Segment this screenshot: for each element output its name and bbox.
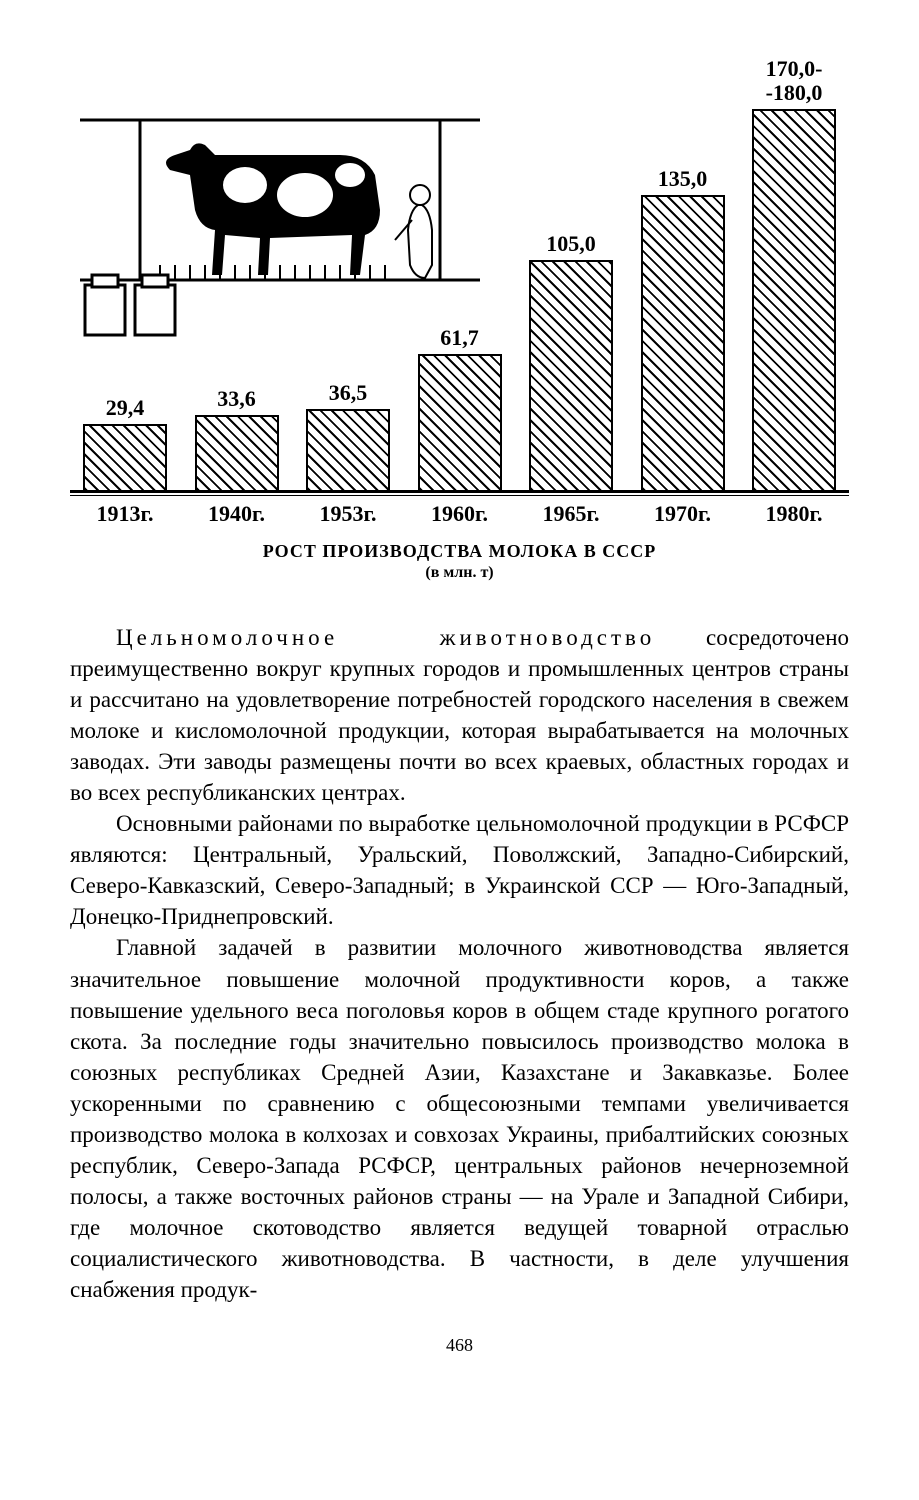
bar [418, 354, 502, 490]
chart-container: 29,4 33,6 36,5 61,7 105,0 135,0 170,0--180,0 1… [70, 60, 849, 582]
bar [306, 409, 390, 490]
page: 29,4 33,6 36,5 61,7 105,0 135,0 170,0--180,0 1… [0, 0, 919, 1396]
lead-word-2: животноводство [440, 625, 656, 650]
bar [195, 415, 279, 490]
paragraph-2: Основными районами по выработке цельномо… [70, 808, 849, 932]
bar-value-label: 61,7 [440, 326, 479, 350]
bar-value-label: 36,5 [329, 381, 368, 405]
bar-group: 36,5 [303, 381, 393, 490]
p1-rest: сосредоточено преимущественно вокруг кру… [70, 625, 849, 805]
paragraph-1: Цельномолочное животноводство сосредоточ… [70, 622, 849, 808]
chart-subtitle: (в млн. т) [70, 564, 849, 582]
bar [529, 260, 613, 490]
x-axis-label: 1970г. [638, 501, 728, 527]
paragraph-3: Главной задачей в развитии молочного жив… [70, 932, 849, 1305]
bar-value-label: 29,4 [106, 396, 145, 420]
bar-value-label: 170,0--180,0 [766, 57, 823, 105]
x-axis-label: 1940г. [192, 501, 282, 527]
bar-value-label: 105,0 [546, 232, 596, 256]
x-axis-label: 1913г. [80, 501, 170, 527]
x-axis-label: 1965г. [526, 501, 616, 527]
bar [752, 109, 836, 490]
bar-group: 105,0 [526, 232, 616, 490]
bar-group: 135,0 [638, 167, 728, 490]
bar-group: 61,7 [415, 326, 505, 490]
body-text: Цельномолочное животноводство сосредоточ… [70, 622, 849, 1305]
lead-word-1: Цельномолочное [116, 625, 338, 650]
bar-group: 33,6 [192, 387, 282, 490]
bar [641, 195, 725, 490]
milk-production-chart: 29,4 33,6 36,5 61,7 105,0 135,0 170,0--180,0 [70, 60, 849, 493]
chart-title: РОСТ ПРОИЗВОДСТВА МОЛОКА В СССР [70, 541, 849, 562]
x-axis-label: 1953г. [303, 501, 393, 527]
x-axis-label: 1960г. [415, 501, 505, 527]
bar-value-label: 33,6 [217, 387, 256, 411]
bars-row: 29,4 33,6 36,5 61,7 105,0 135,0 170,0--180,0 [70, 60, 849, 490]
bar-group: 29,4 [80, 396, 170, 490]
x-axis-labels: 1913г. 1940г. 1953г. 1960г. 1965г. 1970г. 1980… [70, 493, 849, 527]
bar [83, 424, 167, 490]
x-axis-label: 1980г. [749, 501, 839, 527]
bar-value-label: 135,0 [658, 167, 708, 191]
page-number: 468 [70, 1335, 849, 1356]
bar-group: 170,0--180,0 [749, 57, 839, 490]
